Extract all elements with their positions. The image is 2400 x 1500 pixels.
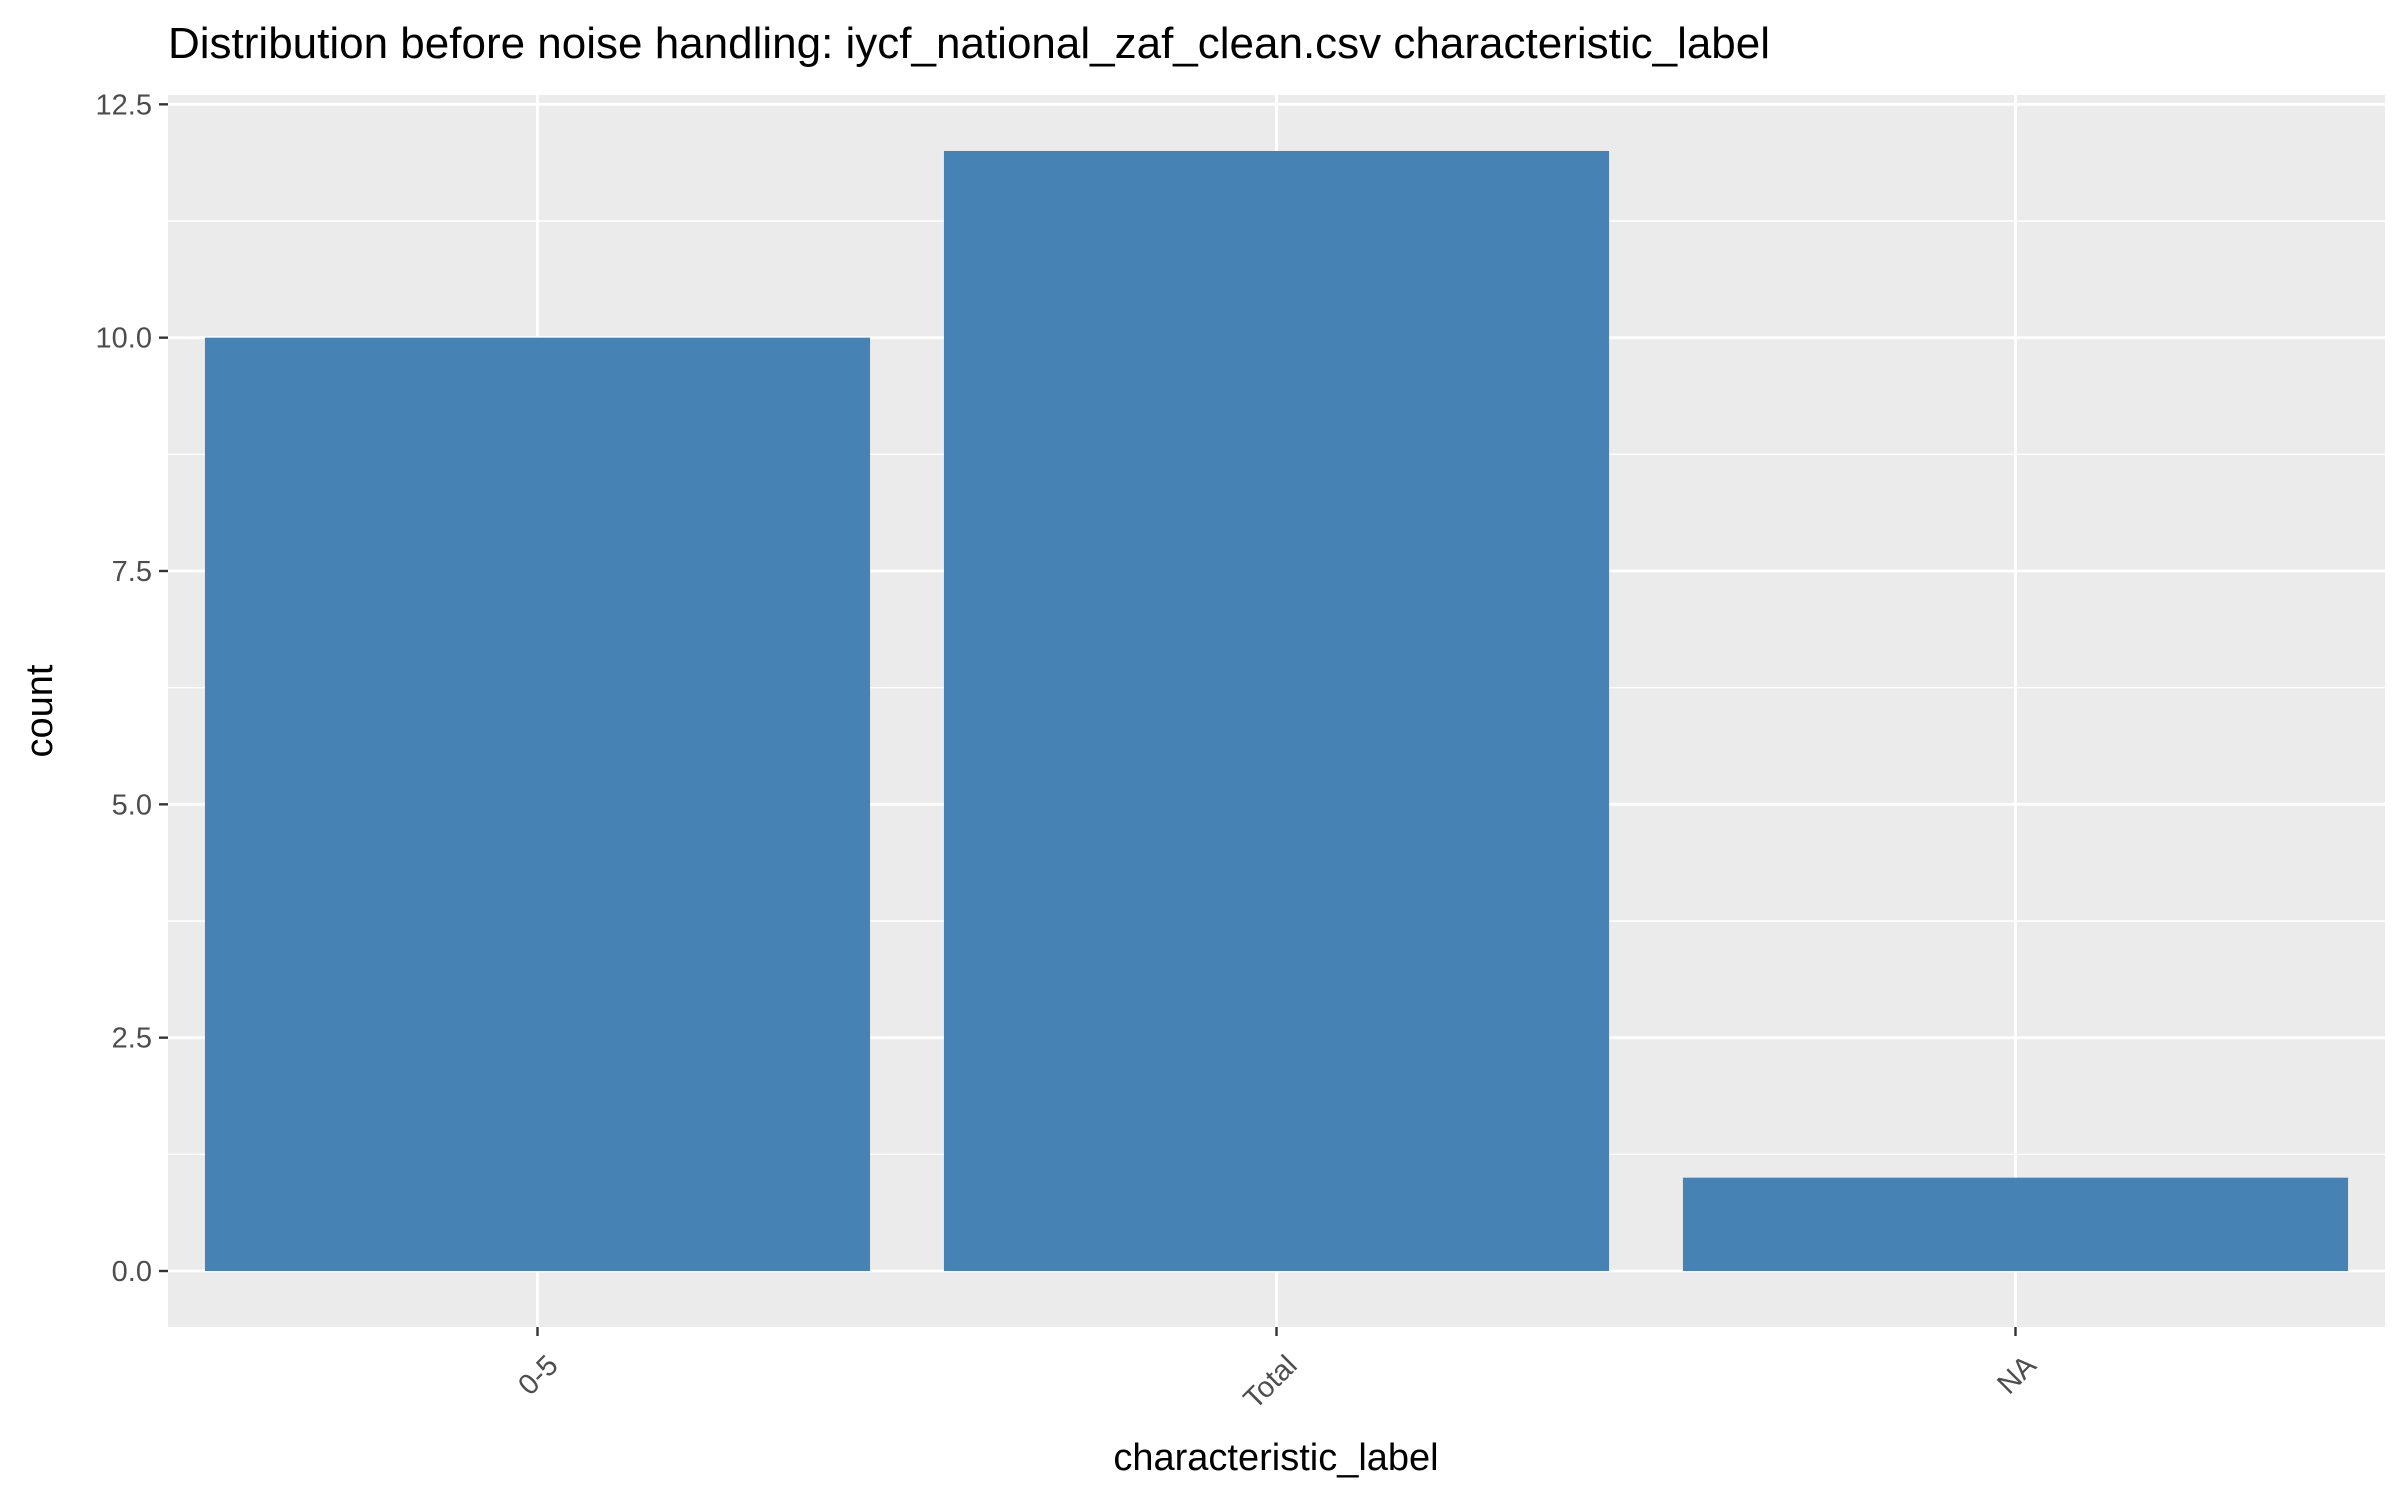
x-tick-label: Total xyxy=(1238,1349,1304,1415)
y-tick-label: 12.5 xyxy=(96,89,152,121)
y-axis-title: count xyxy=(19,664,61,757)
bar xyxy=(1682,1177,2349,1271)
x-tick-label: 0-5 xyxy=(512,1349,564,1401)
x-tick-label: NA xyxy=(1991,1349,2043,1401)
bars-layer xyxy=(204,151,2349,1272)
bar xyxy=(204,337,871,1272)
y-tick-label: 2.5 xyxy=(112,1023,152,1055)
y-tick-label: 10.0 xyxy=(96,323,152,355)
chart-title: Distribution before noise handling: iycf… xyxy=(168,19,1770,68)
y-tick-label: 7.5 xyxy=(112,556,152,588)
x-axis: 0-5 Total NA xyxy=(512,1327,2043,1415)
y-tick-label: 5.0 xyxy=(112,789,152,821)
y-axis: 0.0 2.5 5.0 7.5 10.0 12.5 xyxy=(96,89,168,1288)
x-axis-title: characteristic_label xyxy=(1113,1437,1438,1479)
y-tick-label: 0.0 xyxy=(112,1256,152,1288)
bar xyxy=(943,151,1610,1271)
